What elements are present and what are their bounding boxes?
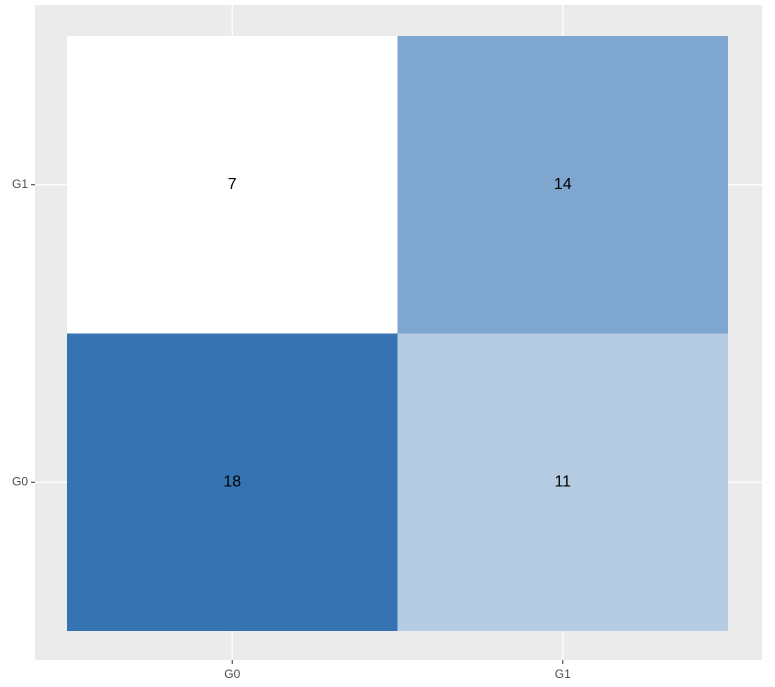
heatmap-cell xyxy=(67,36,398,334)
x-tick-label: G0 xyxy=(224,667,240,681)
x-tick-label: G1 xyxy=(555,667,571,681)
heatmap-cell xyxy=(397,333,728,631)
cell-label: 18 xyxy=(223,473,241,490)
cell-label: 14 xyxy=(554,176,572,193)
heatmap-cell xyxy=(397,36,728,334)
heatmap-cell xyxy=(67,333,398,631)
cell-label: 11 xyxy=(554,473,571,490)
cell-label: 7 xyxy=(228,176,237,193)
y-tick-label: G0 xyxy=(12,474,28,488)
y-tick-label: G1 xyxy=(12,177,28,191)
